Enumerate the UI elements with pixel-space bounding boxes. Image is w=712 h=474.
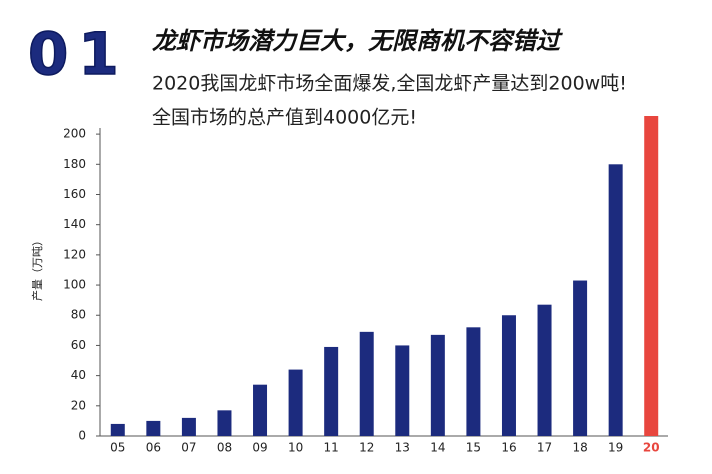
bar <box>359 331 374 436</box>
x-tick-label: 17 <box>537 441 552 455</box>
y-tick-label: 120 <box>63 247 86 261</box>
x-tick-label: 11 <box>324 441 339 455</box>
bar <box>608 164 623 436</box>
y-tick-label: 80 <box>71 308 86 322</box>
bar <box>430 334 445 436</box>
y-tick-label: 160 <box>63 187 86 201</box>
bar <box>573 280 588 436</box>
x-tick-label: 05 <box>110 441 125 455</box>
bar <box>466 327 481 436</box>
x-tick-label: 16 <box>501 441 516 455</box>
x-tick-label: 14 <box>430 441 445 455</box>
bar <box>181 417 196 436</box>
x-tick-label: 15 <box>466 441 481 455</box>
bar <box>146 420 161 436</box>
x-tick-label: 13 <box>395 441 410 455</box>
bar <box>644 116 659 436</box>
bar <box>253 384 268 436</box>
x-tick-label: 19 <box>608 441 623 455</box>
bar <box>217 410 232 436</box>
bar <box>288 369 303 436</box>
section-number: 01 <box>28 20 129 88</box>
y-axis-label: 产量（万吨） <box>30 235 44 301</box>
x-tick-label: 20 <box>643 441 660 455</box>
bar <box>501 315 516 436</box>
y-tick-label: 0 <box>78 429 86 443</box>
x-tick-label: 08 <box>217 441 232 455</box>
y-tick-label: 100 <box>63 278 86 292</box>
bar <box>537 304 552 436</box>
x-tick-label: 06 <box>146 441 161 455</box>
y-tick-label: 60 <box>71 338 86 352</box>
y-tick-label: 40 <box>71 368 86 382</box>
y-tick-label: 20 <box>71 398 86 412</box>
x-tick-label: 10 <box>288 441 303 455</box>
bar <box>110 423 125 436</box>
bar <box>395 345 410 436</box>
bar <box>324 346 339 436</box>
x-tick-label: 18 <box>572 441 587 455</box>
x-tick-label: 12 <box>359 441 374 455</box>
x-tick-label: 07 <box>181 441 196 455</box>
subtitle-line: 2020我国龙虾市场全面爆发,全国龙虾产量达到200w吨! <box>152 73 627 95</box>
y-tick-label: 200 <box>63 127 86 141</box>
x-tick-label: 09 <box>252 441 267 455</box>
y-tick-label: 180 <box>63 157 86 171</box>
subtitle-line: 全国市场的总产值到4000亿元! <box>152 107 417 129</box>
y-tick-label: 140 <box>63 217 86 231</box>
headline: 龙虾市场潜力巨大，无限商机不容错过 <box>152 27 563 55</box>
